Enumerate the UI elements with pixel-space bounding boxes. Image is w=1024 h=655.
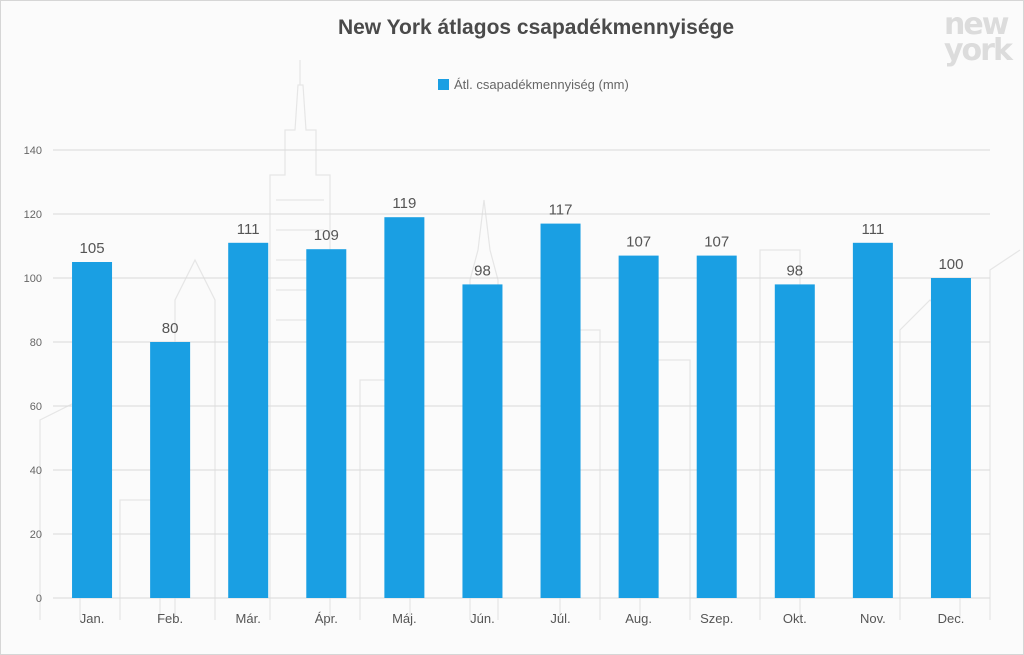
data-label: 119 (392, 195, 416, 212)
chart-title: New York átlagos csapadékmennyisége (337, 16, 735, 39)
bar (150, 342, 191, 598)
y-tick-label: 20 (30, 529, 42, 541)
x-tick-label: Dec. (938, 611, 965, 626)
data-label: 80 (162, 320, 179, 337)
bar (930, 278, 971, 598)
data-label: 98 (474, 262, 491, 279)
x-tick-label: Aug. (625, 611, 652, 626)
x-tick-label: Júl. (550, 611, 570, 626)
x-tick-label: Ápr. (315, 611, 338, 626)
bar (540, 223, 581, 598)
y-tick-label: 0 (36, 593, 42, 605)
y-tick-label: 140 (24, 145, 42, 157)
bar (696, 255, 737, 598)
legend-swatch (438, 79, 449, 90)
y-tick-label: 80 (30, 337, 42, 349)
y-tick-label: 60 (30, 401, 42, 413)
data-label: 105 (80, 240, 105, 257)
data-label: 111 (237, 221, 260, 238)
new-york-logo: new york (944, 7, 1013, 68)
x-tick-label: Szep. (700, 611, 733, 626)
x-tick-label: Feb. (157, 611, 183, 626)
x-tick-label: Okt. (783, 611, 807, 626)
data-label: 107 (704, 234, 729, 251)
bar (774, 284, 815, 598)
data-label: 98 (786, 262, 803, 279)
y-tick-label: 120 (24, 209, 42, 221)
x-tick-label: Jan. (80, 611, 105, 626)
data-label: 117 (549, 202, 573, 219)
bar (852, 242, 893, 599)
x-tick-label: Nov. (860, 611, 886, 626)
x-tick-label: Máj. (392, 611, 417, 626)
bar (618, 255, 659, 598)
bar (72, 262, 113, 598)
bar (306, 249, 347, 598)
data-label: 109 (314, 227, 339, 244)
data-label: 100 (938, 256, 963, 273)
x-tick-label: Jún. (470, 611, 495, 626)
legend-label: Átl. csapadékmennyiség (mm) (454, 77, 629, 92)
bar (228, 242, 269, 599)
data-label: 107 (626, 234, 651, 251)
data-label: 111 (861, 221, 884, 238)
x-tick-label: Már. (236, 611, 261, 626)
y-tick-label: 100 (24, 273, 42, 285)
bar (462, 284, 503, 598)
bar (384, 217, 425, 598)
legend: Átl. csapadékmennyiség (mm) (438, 77, 629, 92)
y-tick-label: 40 (30, 465, 42, 477)
